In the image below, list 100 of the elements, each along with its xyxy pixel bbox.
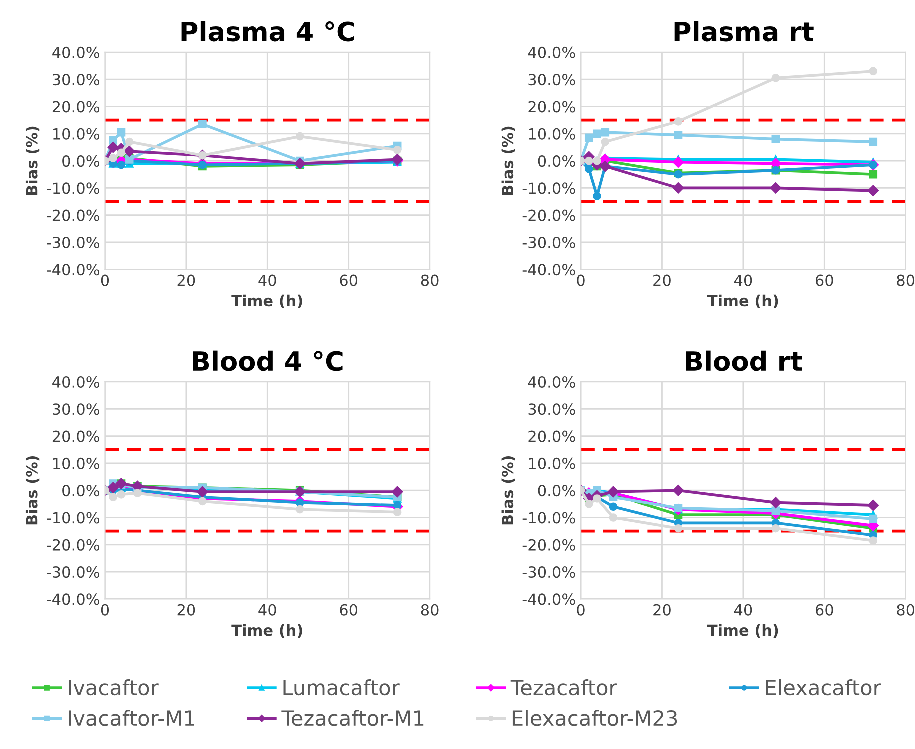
y-tick-label: -30.0%	[47, 566, 100, 578]
x-tick-label: 80	[421, 274, 439, 286]
point	[584, 500, 594, 508]
legend-label: Ivacaftor-M1	[69, 710, 194, 726]
y-tick-label: -40.0%	[522, 594, 576, 606]
y-tick-label: 20.0%	[52, 101, 100, 113]
y-tick-label: 10.0%	[529, 128, 576, 140]
y-tick-label: -30.0%	[522, 236, 576, 249]
point	[609, 502, 618, 512]
point	[197, 486, 208, 498]
x-tick-label: 0	[101, 604, 110, 616]
point	[117, 148, 126, 158]
y-tick-label: 20.0%	[52, 430, 100, 442]
point	[869, 170, 878, 179]
x-tick-label: 0	[577, 274, 585, 286]
y-tick-label: 10.0%	[54, 458, 100, 470]
point	[117, 128, 126, 137]
point	[124, 146, 136, 158]
x-axis-title: Time (h)	[232, 294, 302, 308]
y-tick-label: 40.0%	[52, 376, 100, 388]
point	[869, 514, 878, 524]
x-tick-label: 80	[897, 604, 915, 616]
x-axis-title: Time (h)	[707, 624, 778, 638]
chart-title: Blood 4 °C	[193, 350, 343, 372]
y-tick-label: 20.0%	[528, 430, 576, 442]
y-tick-label: -20.0%	[47, 539, 100, 551]
point	[672, 182, 684, 194]
x-tick-label: 40	[258, 274, 276, 286]
y-tick-label: 30.0%	[528, 404, 576, 416]
y-tick-label: -20.0%	[522, 539, 576, 551]
point	[868, 185, 879, 197]
x-tick-label: 40	[734, 274, 752, 286]
point	[393, 501, 402, 510]
point	[869, 536, 878, 545]
x-tick-label: 60	[816, 604, 834, 616]
point	[393, 146, 402, 154]
y-tick-label: -40.0%	[47, 264, 100, 276]
y-tick-label: -20.0%	[47, 210, 100, 222]
y-tick-label: -40.0%	[522, 264, 576, 276]
y-tick-label: 40.0%	[528, 46, 576, 58]
x-tick-label: 80	[421, 604, 439, 616]
x-tick-label: 40	[258, 604, 276, 616]
point	[672, 156, 684, 168]
y-tick-label: -10.0%	[47, 512, 100, 524]
point	[392, 486, 404, 498]
x-tick-label: 20	[654, 274, 671, 286]
point	[296, 498, 304, 507]
x-tick-label: 20	[178, 604, 196, 616]
legend-label: Ivacaftor	[69, 680, 159, 696]
legend-label: Lumacaftor	[284, 680, 400, 696]
y-tick-label: 30.0%	[52, 74, 100, 86]
chart-title: Plasma 4 °C	[182, 21, 354, 42]
y-tick-label: 0.0%	[538, 156, 576, 168]
y-tick-label: 30.0%	[52, 404, 100, 416]
chart-title: Plasma rt	[674, 21, 814, 42]
y-axis-title: Bias (%)	[26, 126, 40, 196]
point	[109, 154, 118, 162]
y-tick-label: 0.0%	[538, 485, 576, 497]
x-tick-label: 0	[577, 604, 585, 616]
x-axis-title: Time (h)	[232, 624, 302, 638]
x-tick-label: 40	[734, 604, 752, 616]
x-tick-label: 60	[340, 274, 358, 286]
point	[109, 493, 118, 502]
y-tick-label: -10.0%	[522, 182, 576, 194]
point	[770, 497, 782, 508]
point	[125, 138, 134, 146]
x-tick-label: 60	[816, 274, 834, 286]
point	[296, 505, 304, 514]
y-tick-label: -30.0%	[522, 566, 576, 578]
point	[674, 131, 683, 140]
y-tick-label: 0.0%	[62, 485, 100, 497]
point	[601, 128, 610, 137]
y-tick-label: 10.0%	[529, 458, 576, 470]
y-tick-label: -10.0%	[47, 182, 100, 194]
x-tick-label: 20	[654, 604, 671, 616]
y-tick-label: 30.0%	[528, 74, 576, 86]
point	[108, 142, 119, 154]
point	[772, 74, 780, 82]
point	[772, 524, 780, 533]
y-tick-label: 40.0%	[528, 376, 576, 388]
legend-label: Elexacaftor-M23	[512, 710, 678, 726]
y-tick-label: 20.0%	[528, 101, 576, 113]
point	[868, 500, 879, 512]
y-axis-title: Bias (%)	[502, 456, 516, 525]
point	[584, 134, 594, 142]
point	[869, 67, 878, 76]
x-tick-label: 0	[101, 274, 110, 286]
legend-label: Tezacaftor-M1	[282, 710, 424, 726]
y-axis-title: Bias (%)	[502, 126, 516, 196]
point	[198, 497, 207, 506]
legend-label: Elexacaftor	[766, 680, 882, 696]
point	[393, 508, 402, 516]
y-tick-label: -30.0%	[47, 236, 100, 249]
x-tick-label: 80	[897, 274, 915, 286]
y-axis-title: Bias (%)	[26, 456, 40, 525]
point	[296, 132, 304, 141]
point	[674, 118, 683, 126]
point	[593, 130, 602, 138]
y-tick-label: -40.0%	[47, 594, 100, 606]
x-axis-title: Time (h)	[707, 294, 778, 308]
